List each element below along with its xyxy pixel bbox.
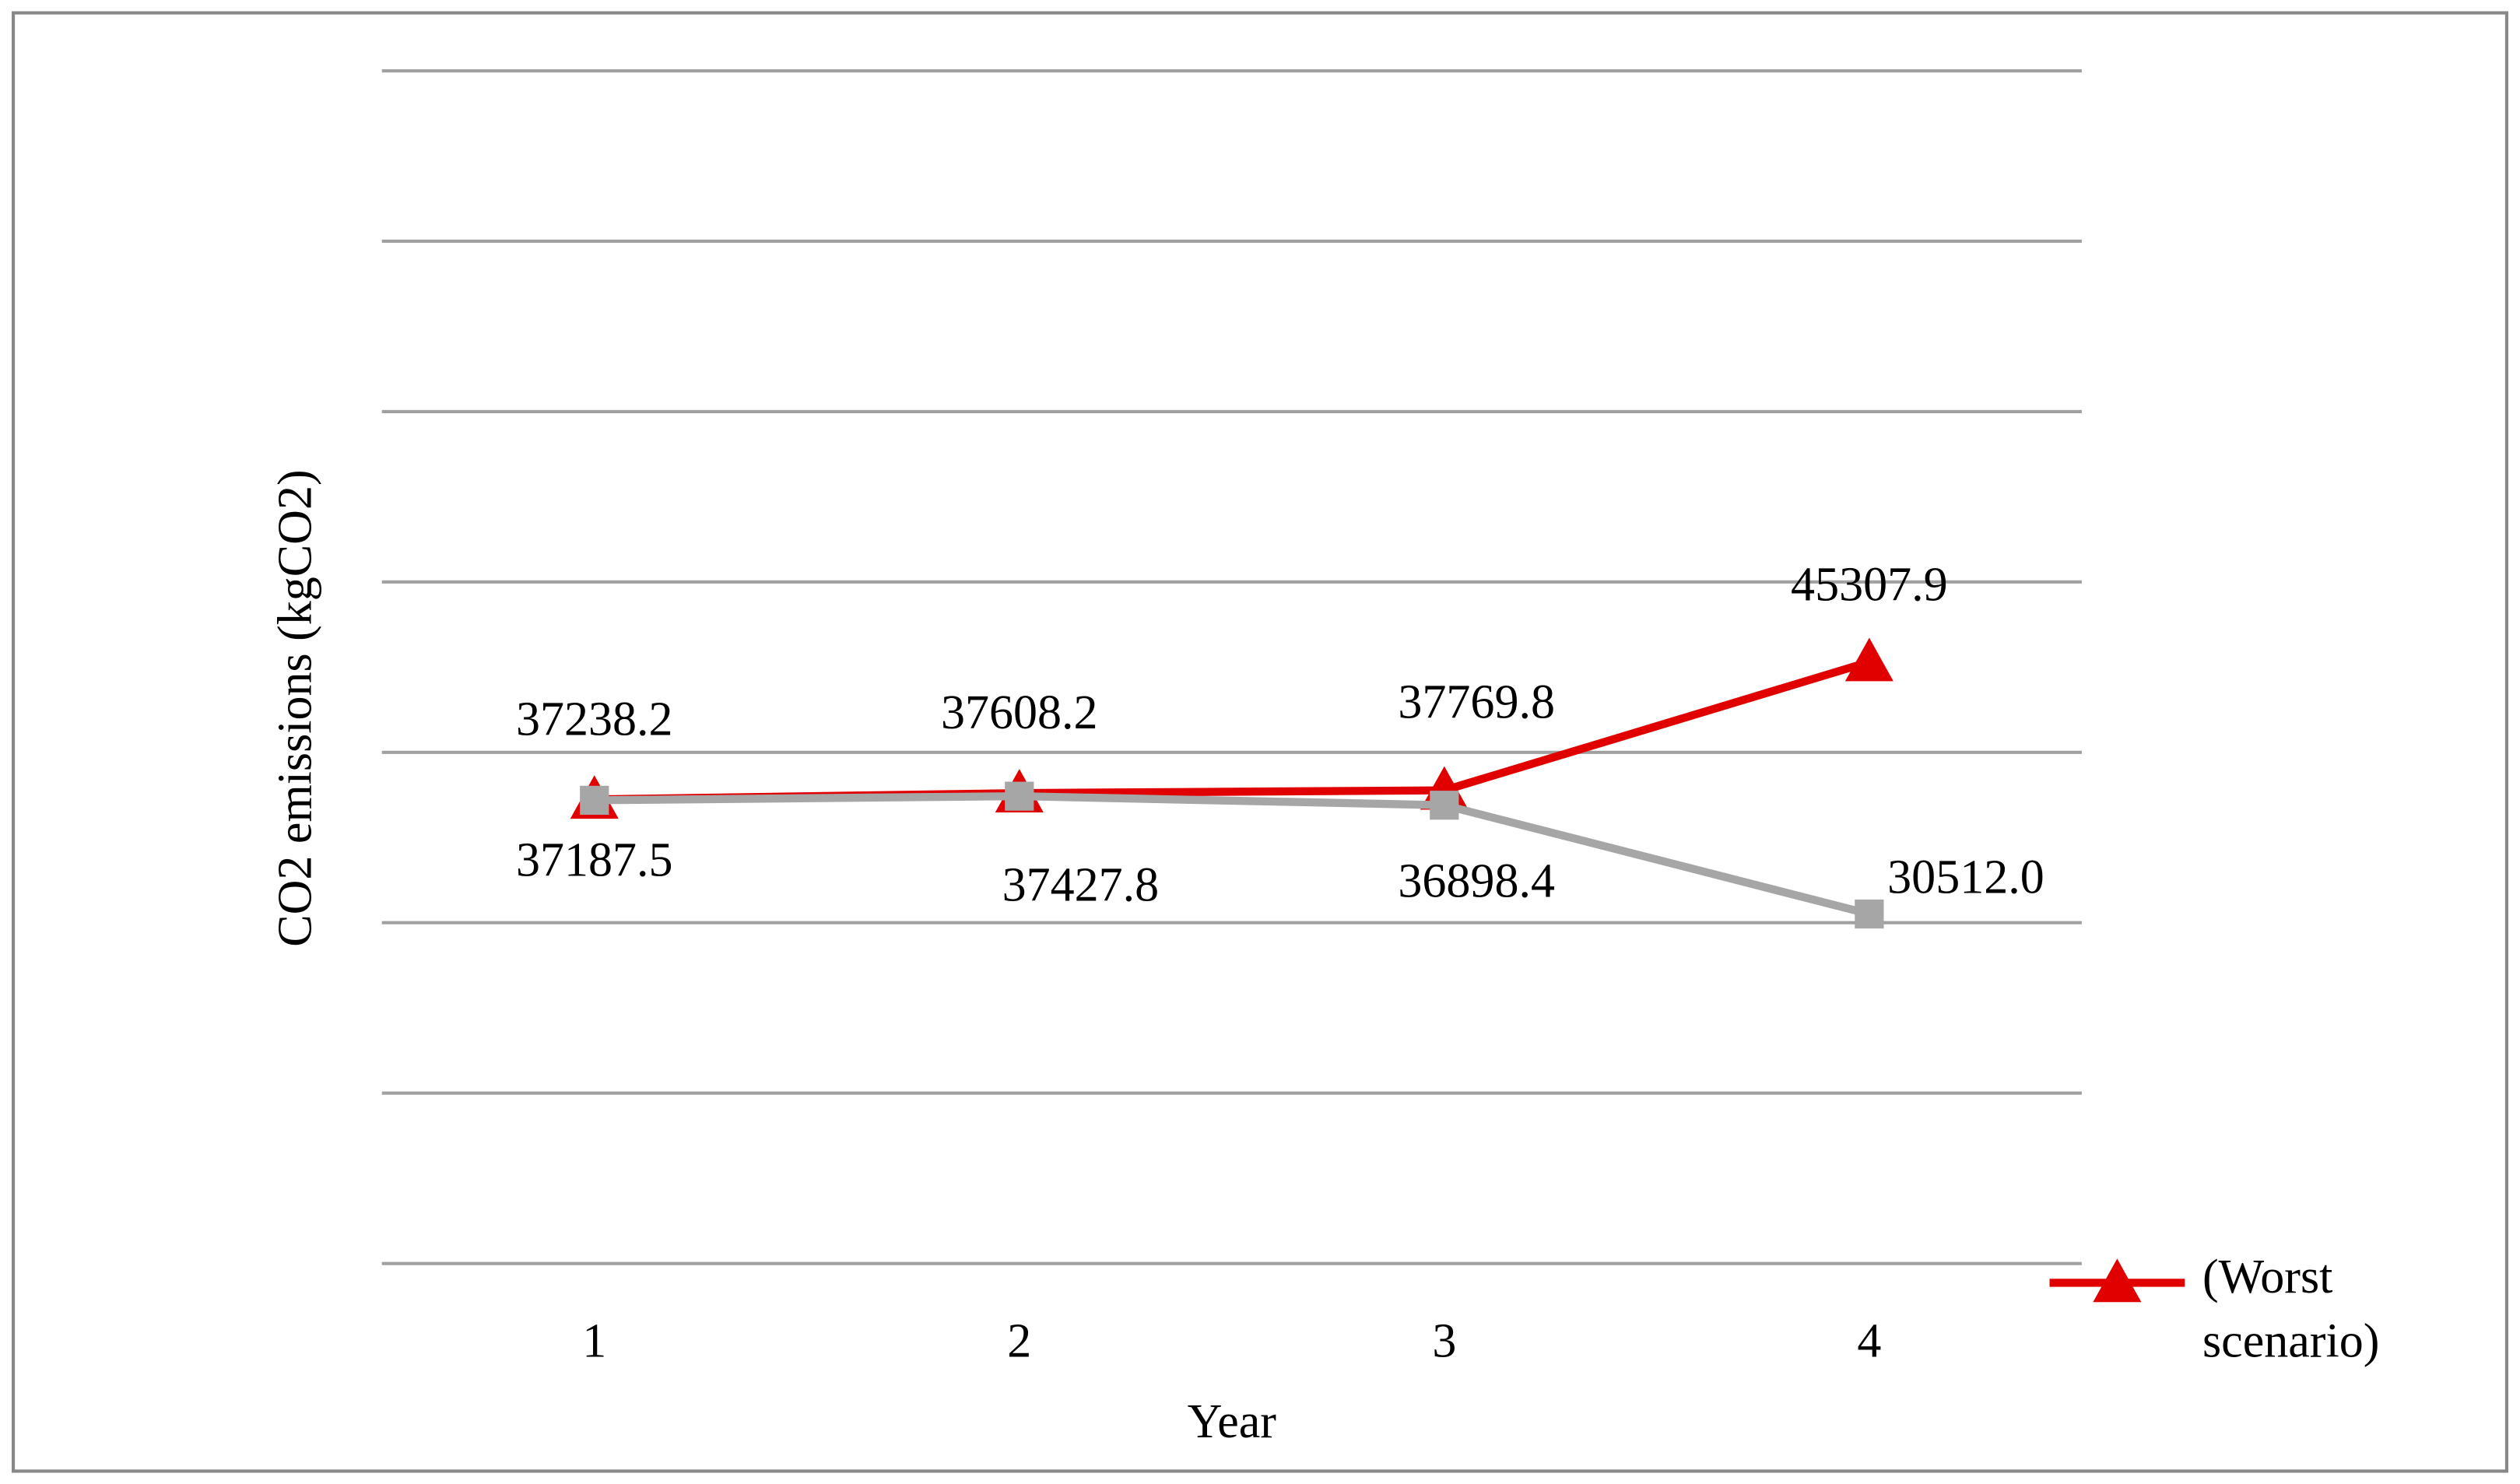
marker	[1844, 637, 1894, 682]
legend-item: (Worst scenario)	[2202, 1251, 2380, 1369]
marker	[1855, 899, 1884, 929]
data-label: 45307.9	[1791, 559, 1948, 612]
x-axis-label: Year	[1188, 1395, 1277, 1448]
data-label: 37427.8	[1002, 858, 1160, 911]
data-label: 30512.0	[1887, 851, 2044, 903]
x-tick-label: 1	[582, 1314, 606, 1367]
data-label: 37608.2	[941, 686, 1098, 739]
marker	[2093, 1258, 2142, 1303]
x-tick-label: 3	[1432, 1314, 1456, 1367]
chart-border	[12, 11, 2508, 1473]
marker	[1005, 781, 1034, 811]
data-label: 37187.5	[516, 833, 673, 886]
marker	[1430, 791, 1459, 820]
data-label: 37238.2	[516, 693, 673, 746]
series-line	[594, 791, 1871, 918]
data-label: 36898.4	[1398, 854, 1555, 907]
series	[580, 781, 1884, 929]
y-axis-label: CO2 emissions (kgCO2)	[268, 469, 321, 946]
legend-label: (Worst scenario)	[2202, 1251, 2380, 1369]
marker	[580, 785, 609, 815]
data-label: 37769.8	[1398, 675, 1555, 728]
x-tick-label: 4	[1857, 1314, 1881, 1367]
x-tick-label: 2	[1007, 1314, 1031, 1367]
